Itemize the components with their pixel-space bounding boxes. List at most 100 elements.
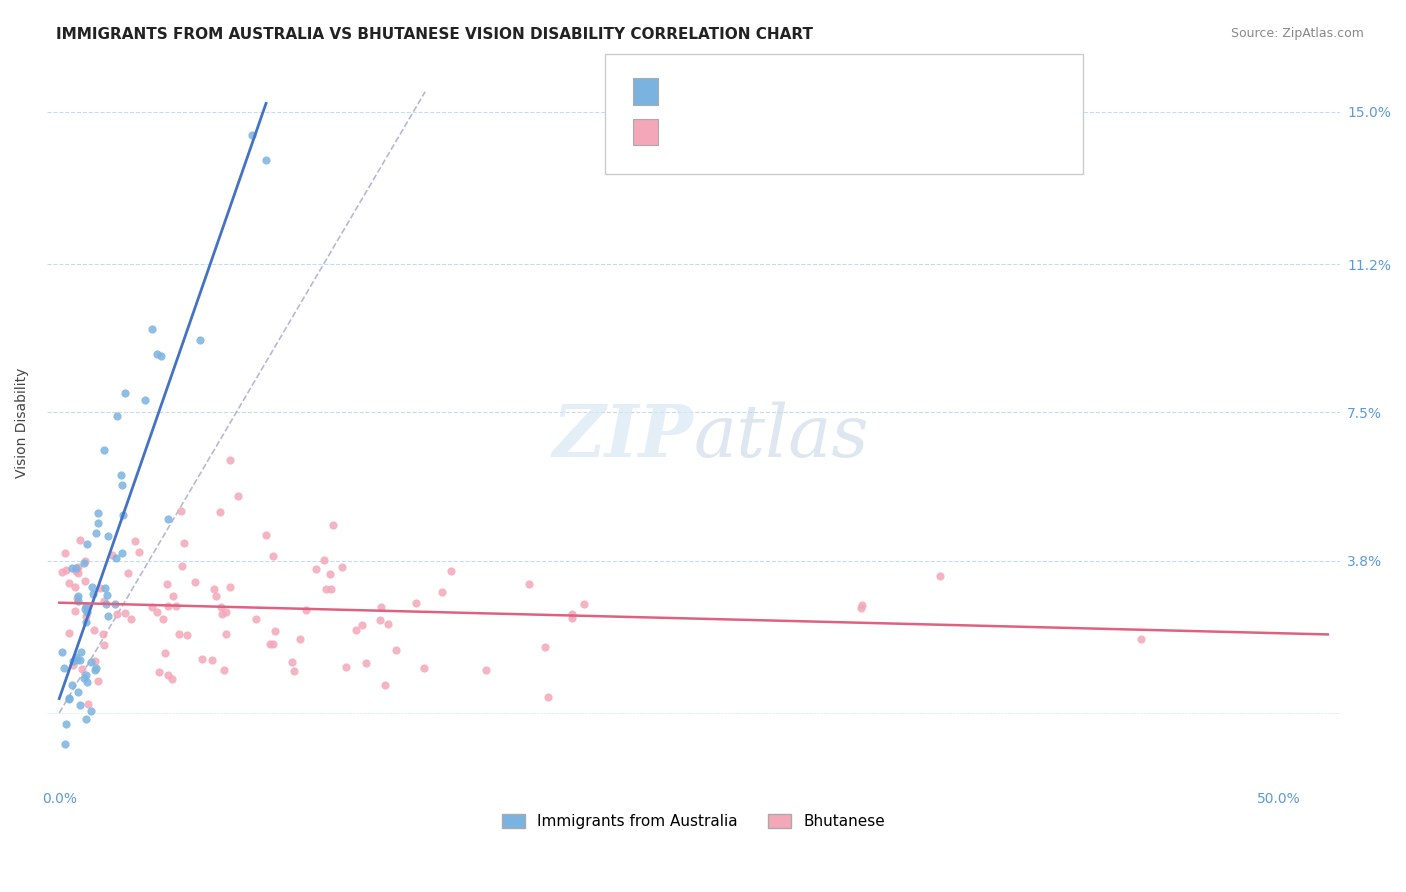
Point [93,638,115,652]
Point [84,663,107,677]
Point [344,623,367,637]
Point [75,712,97,726]
Point [76,537,98,551]
Y-axis label: Vision Disability: Vision Disability [15,368,30,477]
Point [60,678,83,692]
Point [65,649,87,664]
Point [157,512,180,526]
Point [84,526,107,541]
Point [96,588,118,602]
Point [201,653,224,667]
Point [148,665,170,679]
Point [561,607,583,622]
Text: R =  0.639   N =  59: R = 0.639 N = 59 [661,85,844,99]
Point [104,598,127,612]
Point [58,692,80,706]
Point [60,560,83,574]
Text: R = -0.063   N = 103: R = -0.063 N = 103 [661,125,844,139]
Point [262,549,284,564]
Point [75,599,97,613]
Point [69,653,91,667]
Point [162,589,184,603]
Point [440,564,463,578]
Point [62,657,84,672]
Point [55,563,77,577]
Point [377,617,399,632]
Point [315,582,337,597]
Point [51,645,73,659]
Point [254,153,277,167]
Point [58,625,80,640]
Point [384,643,406,657]
Point [111,508,134,522]
Point [172,559,194,574]
Point [111,478,134,492]
Point [561,611,583,625]
Point [209,600,232,615]
Point [97,529,120,543]
Point [70,645,93,659]
Point [312,553,335,567]
Point [156,577,179,591]
Point [94,597,117,611]
Point [83,654,105,668]
Point [93,443,115,458]
Point [75,615,97,629]
Point [228,489,250,503]
Point [67,566,90,580]
Point [146,347,169,361]
Point [84,661,107,675]
Point [89,581,111,595]
Point [160,672,183,686]
Point [80,655,103,669]
Point [170,504,193,518]
Point [55,717,77,731]
Point [76,674,98,689]
Point [370,600,392,615]
Point [87,516,110,530]
Point [218,580,240,594]
Point [72,662,94,676]
Legend: Immigrants from Australia, Bhutanese: Immigrants from Australia, Bhutanese [496,808,891,836]
Point [368,613,391,627]
Point [215,627,238,641]
Point [374,678,396,692]
Point [107,409,129,424]
Point [218,452,240,467]
Point [124,534,146,549]
Point [245,612,267,626]
Point [412,660,434,674]
Point [176,627,198,641]
Point [111,546,134,560]
Point [319,567,342,582]
Point [67,589,90,603]
Point [75,602,97,616]
Point [51,566,73,580]
Point [354,657,377,671]
Point [211,607,233,621]
Point [352,618,374,632]
Point [929,569,952,583]
Text: Source: ZipAtlas.com: Source: ZipAtlas.com [1230,27,1364,40]
Point [82,580,104,594]
Point [262,637,284,651]
Point [75,668,97,682]
Point [330,559,353,574]
Point [73,574,96,588]
Point [73,554,96,568]
Point [66,685,89,699]
Point [146,605,169,619]
Point [65,564,87,578]
Point [77,698,100,712]
Point [87,673,110,688]
Point [105,607,128,622]
Point [191,652,214,666]
Point [114,386,136,401]
Point [184,574,207,589]
Point [533,640,555,654]
Point [134,393,156,408]
Point [202,582,225,596]
Point [212,663,235,677]
Point [240,128,263,143]
Point [259,637,281,651]
